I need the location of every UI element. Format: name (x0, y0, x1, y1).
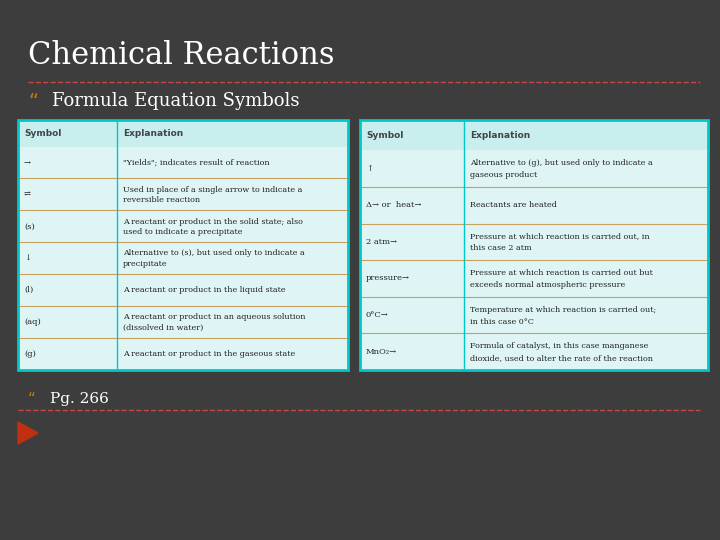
Bar (360, 150, 708, 370)
Text: ↓: ↓ (24, 254, 31, 262)
Text: Pg. 266: Pg. 266 (50, 392, 109, 406)
Text: Alternative to (g), but used only to indicate a: Alternative to (g), but used only to ind… (470, 159, 653, 167)
Text: exceeds normal atmospheric pressure: exceeds normal atmospheric pressure (470, 281, 626, 289)
Text: Symbol: Symbol (24, 129, 61, 138)
Text: this case 2 atm: this case 2 atm (470, 245, 532, 253)
Text: in this case 0°C: in this case 0°C (470, 318, 534, 326)
Text: Temperature at which reaction is carried out;: Temperature at which reaction is carried… (470, 306, 657, 314)
Text: Δ→ or  heat→: Δ→ or heat→ (366, 201, 421, 210)
Text: ⇌: ⇌ (24, 191, 31, 198)
Text: Used in place of a single arrow to indicate a: Used in place of a single arrow to indic… (123, 186, 302, 194)
Text: A reactant or product in an aqueous solution: A reactant or product in an aqueous solu… (123, 313, 305, 321)
Text: A reactant or product in the liquid state: A reactant or product in the liquid stat… (123, 286, 286, 294)
Bar (360, 120, 708, 370)
Text: pressure→: pressure→ (366, 274, 410, 282)
Text: Alternative to (s), but used only to indicate a: Alternative to (s), but used only to ind… (123, 249, 305, 258)
Text: used to indicate a precipitate: used to indicate a precipitate (123, 228, 243, 236)
Text: "Yields"; indicates result of reaction: "Yields"; indicates result of reaction (123, 159, 269, 166)
Text: reversible reaction: reversible reaction (123, 196, 200, 204)
Text: Pressure at which reaction is carried out, in: Pressure at which reaction is carried ou… (470, 232, 650, 240)
Text: Formula of catalyst, in this case manganese: Formula of catalyst, in this case mangan… (470, 342, 649, 350)
Text: ↑: ↑ (366, 165, 373, 173)
Text: Pressure at which reaction is carried out but: Pressure at which reaction is carried ou… (470, 269, 653, 277)
Text: precipitate: precipitate (123, 260, 168, 268)
Text: →: → (24, 159, 31, 166)
Text: Symbol: Symbol (366, 131, 403, 140)
Bar (18, 120, 348, 370)
Bar (18, 120, 348, 146)
Text: dioxide, used to alter the rate of the reaction: dioxide, used to alter the rate of the r… (470, 354, 654, 362)
Text: 0°C→: 0°C→ (366, 311, 389, 319)
Text: A reactant or product in the gaseous state: A reactant or product in the gaseous sta… (123, 350, 295, 358)
Text: (dissolved in water): (dissolved in water) (123, 324, 203, 332)
Bar (18, 146, 348, 370)
Text: 2 atm→: 2 atm→ (366, 238, 397, 246)
Text: (l): (l) (24, 286, 33, 294)
Text: Chemical Reactions: Chemical Reactions (28, 40, 335, 71)
Text: Reactants are heated: Reactants are heated (470, 201, 557, 210)
Text: Explanation: Explanation (470, 131, 531, 140)
Text: Formula Equation Symbols: Formula Equation Symbols (52, 92, 300, 110)
Polygon shape (18, 422, 38, 444)
Bar (360, 120, 708, 150)
Text: A reactant or product in the solid state; also: A reactant or product in the solid state… (123, 218, 303, 226)
Text: Explanation: Explanation (123, 129, 184, 138)
Text: “: “ (28, 92, 38, 111)
Text: (aq): (aq) (24, 318, 41, 326)
Text: MnO₂→: MnO₂→ (366, 348, 397, 356)
Text: gaseous product: gaseous product (470, 171, 538, 179)
Text: “: “ (28, 392, 36, 407)
Text: (s): (s) (24, 222, 35, 231)
Text: (g): (g) (24, 350, 36, 358)
